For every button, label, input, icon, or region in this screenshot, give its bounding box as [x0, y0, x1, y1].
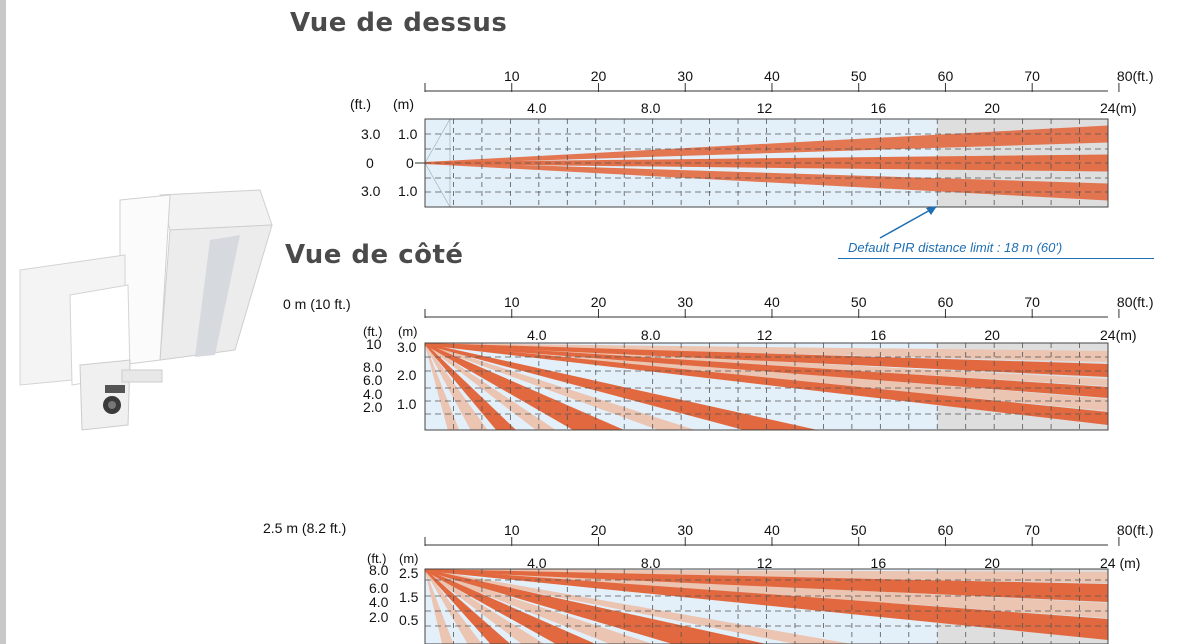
m-tick-label: 20	[984, 100, 1000, 116]
detection-beam	[425, 343, 625, 430]
m-tick-label: 4.0	[527, 555, 547, 571]
diagram-frame	[424, 342, 1109, 431]
detection-beam	[425, 343, 1108, 377]
side1-ft-row: 4.0	[363, 386, 383, 402]
ft-tick-label: 70	[1024, 68, 1040, 84]
side1-ft-row: 2.0	[363, 399, 383, 415]
top-row-m: 1.0	[398, 183, 418, 199]
window-left-border	[0, 0, 6, 644]
m-tick-label: 16	[871, 555, 887, 571]
detection-beam-light	[425, 343, 696, 430]
m-tick-label: 24(m)	[1100, 100, 1137, 116]
detection-beam	[425, 162, 1108, 201]
ft-tick-label: 80(ft.)	[1117, 522, 1154, 538]
ft-tick-label: 70	[1024, 522, 1040, 538]
side2-ft-row: 4.0	[369, 594, 389, 610]
side1-ft-row: 6.0	[363, 372, 383, 388]
pir-limit-annotation: Default PIR distance limit : 18 m (60')	[848, 240, 1063, 255]
detection-beam	[425, 569, 1108, 602]
detection-beam-light	[425, 343, 556, 430]
side1-height-label: 0 m (10 ft.)	[283, 296, 351, 312]
detection-beam	[425, 343, 517, 430]
ft-tick-label: 20	[591, 68, 607, 84]
diagram-frame	[424, 568, 1109, 644]
side1-unit-ft: (ft.)	[363, 324, 383, 339]
ft-tick-label: 40	[764, 522, 780, 538]
ft-tick-label: 30	[677, 294, 693, 310]
ft-tick-label: 10	[504, 68, 520, 84]
ft-tick-label: 10	[504, 294, 520, 310]
side1-ft-row: 10	[366, 336, 382, 352]
side1-m-row: 1.0	[397, 396, 417, 412]
top-view-heading: Vue de dessus	[290, 8, 508, 38]
sensor-device-image	[19, 189, 273, 431]
m-tick-label: 12	[757, 100, 773, 116]
detection-beam-light	[425, 569, 545, 644]
detection-beam	[425, 125, 1108, 164]
detection-beam-light	[425, 343, 460, 430]
ft-tick-label: 20	[591, 522, 607, 538]
detection-beam	[425, 569, 511, 644]
ft-tick-label: 20	[591, 294, 607, 310]
ft-tick-label: 60	[938, 68, 954, 84]
ft-tick-label: 80(ft.)	[1117, 294, 1154, 310]
m-tick-label: 12	[757, 555, 773, 571]
m-tick-label: 8.0	[641, 327, 661, 343]
top-row-m: 0	[406, 155, 414, 171]
detection-beam-light	[425, 569, 852, 644]
ft-tick-label: 70	[1024, 294, 1040, 310]
ft-tick-label: 50	[851, 522, 867, 538]
ft-tick-label: 60	[938, 294, 954, 310]
m-tick-label: 8.0	[641, 555, 661, 571]
detection-beam-light	[425, 569, 454, 644]
side2-height-label: 2.5 m (8.2 ft.)	[263, 520, 347, 536]
ft-tick-label: 30	[677, 522, 693, 538]
top-row-ft: 3.0	[361, 126, 381, 142]
side1-unit-m: (m)	[398, 324, 418, 339]
m-tick-label: 20	[984, 327, 1000, 343]
m-tick-label: 12	[757, 327, 773, 343]
side2-m-row: 0.5	[399, 612, 419, 628]
top-row-ft: 3.0	[361, 183, 381, 199]
ft-tick-label: 60	[938, 522, 954, 538]
detection-beam	[425, 343, 818, 430]
m-tick-label: 20	[984, 555, 1000, 571]
top-unit-m: (m)	[393, 96, 414, 112]
ft-tick-label: 30	[677, 68, 693, 84]
top-unit-ft: (ft.)	[350, 96, 371, 112]
m-tick-label: 24 (m)	[1100, 555, 1140, 571]
m-tick-label: 4.0	[527, 327, 547, 343]
top-row-m: 1.0	[398, 126, 418, 142]
annotation-arrow	[879, 208, 933, 239]
side1-m-row: 3.0	[397, 339, 417, 355]
ft-tick-label: 40	[764, 68, 780, 84]
side2-unit-ft: (ft.)	[367, 551, 387, 566]
ft-tick-label: 80(ft.)	[1117, 68, 1154, 84]
side2-ft-row: 2.0	[369, 609, 389, 625]
m-tick-label: 24(m)	[1100, 327, 1137, 343]
annotation-underline	[838, 258, 1154, 259]
top-row-ft: 0	[366, 155, 374, 171]
m-tick-label: 4.0	[527, 100, 547, 116]
side2-m-row: 1.5	[399, 589, 419, 605]
side2-ft-row: 8.0	[369, 562, 389, 578]
side2-unit-m: (m)	[399, 551, 419, 566]
side2-ft-row: 6.0	[369, 580, 389, 596]
ft-tick-label: 50	[851, 68, 867, 84]
detection-beam-light	[425, 343, 488, 430]
ft-tick-label: 40	[764, 294, 780, 310]
m-tick-label: 8.0	[641, 100, 661, 116]
m-tick-label: 16	[871, 100, 887, 116]
side1-m-row: 2.0	[397, 367, 417, 383]
ft-tick-label: 10	[504, 522, 520, 538]
detection-beam-light	[425, 343, 1108, 411]
ft-tick-label: 50	[851, 294, 867, 310]
m-tick-label: 16	[871, 327, 887, 343]
detection-beam	[425, 569, 1108, 640]
side-view-heading: Vue de côté	[285, 240, 464, 270]
side1-ft-row: 8.0	[363, 359, 383, 375]
side2-m-row: 2.5	[399, 565, 419, 581]
annotation-arrowhead	[926, 206, 937, 215]
